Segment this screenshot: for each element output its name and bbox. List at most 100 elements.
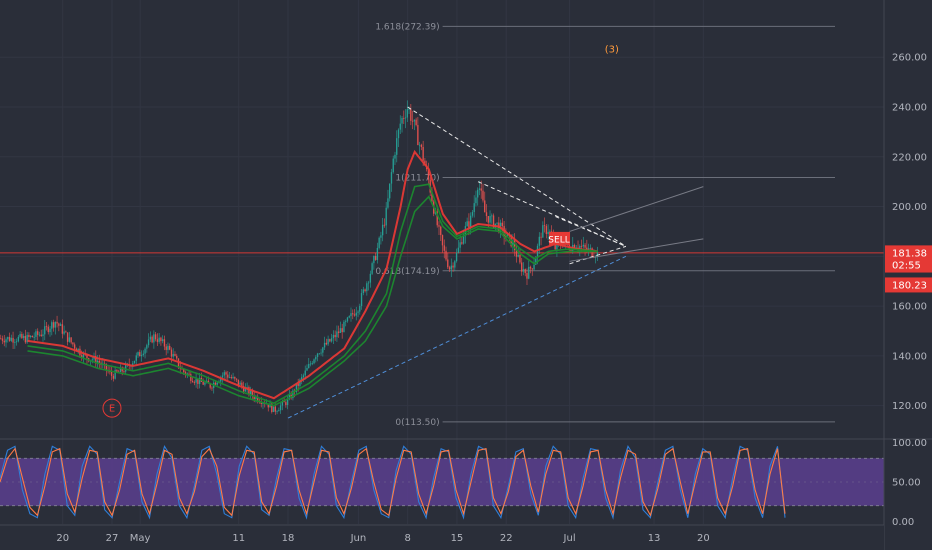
candle-body bbox=[295, 383, 298, 393]
price-badge bbox=[885, 257, 932, 273]
candle-body bbox=[406, 109, 409, 118]
trendlines[interactable] bbox=[287, 106, 704, 419]
fib-level-label: 0.618(174.19) bbox=[375, 267, 439, 277]
candle-body bbox=[492, 215, 495, 228]
price-tick-label: 120.00 bbox=[892, 401, 927, 412]
candle-body bbox=[461, 242, 463, 244]
candle-body bbox=[267, 403, 269, 408]
candle-body bbox=[237, 379, 240, 385]
candle-body bbox=[376, 247, 379, 260]
candle-body bbox=[139, 352, 141, 357]
time-tick-label: 20 bbox=[56, 533, 69, 544]
price-badge-text: 02:55 bbox=[892, 261, 921, 272]
candle-body bbox=[522, 269, 525, 272]
candle-body bbox=[81, 355, 83, 358]
candle-body bbox=[176, 355, 178, 359]
candle-body bbox=[257, 396, 259, 402]
candle-body bbox=[149, 336, 152, 340]
candle-body bbox=[545, 226, 548, 234]
candle-body bbox=[397, 129, 400, 139]
candle-body bbox=[480, 188, 482, 191]
candle-body bbox=[281, 401, 284, 406]
candle-body bbox=[244, 387, 247, 392]
candle-body bbox=[73, 344, 76, 349]
candle-body bbox=[556, 242, 558, 250]
candle-body bbox=[59, 324, 62, 326]
candle-body bbox=[580, 245, 583, 247]
candle-body bbox=[452, 265, 454, 268]
candle-body bbox=[51, 322, 53, 329]
candle-body bbox=[415, 119, 417, 126]
candle-body bbox=[477, 189, 479, 198]
candle-body bbox=[114, 370, 116, 379]
candle-body bbox=[35, 331, 37, 337]
candle-body bbox=[306, 367, 308, 371]
candle-body bbox=[535, 257, 537, 265]
candle-body bbox=[526, 272, 528, 279]
candle-body bbox=[468, 221, 470, 228]
candle-body bbox=[302, 375, 305, 378]
moving-average-line bbox=[27, 183, 598, 405]
candle-body bbox=[241, 382, 243, 387]
price-axis-panel[interactable] bbox=[884, 0, 932, 550]
candle-body bbox=[413, 119, 416, 122]
candle-body bbox=[216, 382, 218, 385]
fib-level-label: 1.618(272.39) bbox=[375, 22, 439, 32]
trendline bbox=[569, 238, 704, 262]
candle-body bbox=[12, 337, 14, 343]
candle-body bbox=[542, 225, 544, 238]
trendline bbox=[555, 216, 627, 247]
wave-label-text: E bbox=[109, 404, 115, 415]
candle-body bbox=[72, 342, 74, 345]
candle-body bbox=[440, 226, 442, 236]
candle-body bbox=[547, 231, 549, 234]
candle-body bbox=[184, 372, 187, 375]
candle-body bbox=[144, 348, 146, 354]
candle-body bbox=[311, 363, 313, 365]
candle-body bbox=[249, 390, 252, 395]
candle-body bbox=[371, 263, 373, 274]
candle-body bbox=[420, 144, 423, 147]
candle-body bbox=[123, 371, 125, 373]
candle-body bbox=[524, 269, 526, 273]
candle-body bbox=[418, 144, 421, 146]
candle-body bbox=[403, 117, 405, 119]
candle-body bbox=[309, 363, 312, 365]
osc-tick-label: 100.00 bbox=[892, 438, 927, 449]
candle-body bbox=[346, 317, 349, 322]
time-tick-label: 20 bbox=[697, 533, 710, 544]
candle-body bbox=[352, 313, 354, 315]
candle-body bbox=[367, 282, 370, 284]
candle-body bbox=[304, 370, 306, 376]
time-tick-label: Jul bbox=[563, 533, 576, 544]
annotations: (3) E SELL bbox=[102, 44, 619, 418]
time-tick-label: 22 bbox=[500, 533, 513, 544]
fib-level-label: 1(211.70) bbox=[395, 173, 439, 183]
candle-body bbox=[348, 316, 350, 318]
candle-body bbox=[533, 264, 535, 270]
candle-body bbox=[330, 338, 333, 342]
candle-body bbox=[133, 360, 136, 364]
candle-body bbox=[315, 356, 317, 360]
candle-body bbox=[28, 334, 30, 338]
candle-body bbox=[31, 335, 34, 338]
candle-body bbox=[318, 353, 321, 355]
candle-body bbox=[170, 349, 173, 357]
price-tick-label: 160.00 bbox=[892, 302, 927, 313]
candle-body bbox=[158, 337, 160, 342]
time-axis-panel[interactable] bbox=[0, 525, 884, 550]
candle-body bbox=[181, 368, 183, 370]
candle-body bbox=[211, 387, 213, 389]
candle-body bbox=[5, 339, 7, 343]
candle-body bbox=[334, 334, 336, 338]
candle-body bbox=[369, 273, 372, 283]
candle-body bbox=[163, 339, 166, 347]
candle-body bbox=[283, 401, 285, 403]
candle-body bbox=[24, 335, 27, 343]
candle-body bbox=[392, 158, 394, 173]
candle-body bbox=[239, 382, 241, 385]
candle-body bbox=[473, 203, 475, 213]
candle-body bbox=[38, 334, 41, 336]
candle-body bbox=[253, 396, 255, 399]
